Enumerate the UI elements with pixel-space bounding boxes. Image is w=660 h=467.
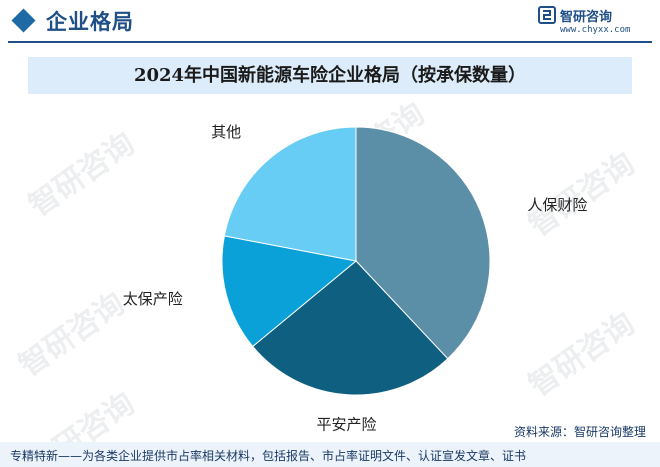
section-title: 企业格局 <box>46 10 134 34</box>
source-note: 资料来源：智研咨询整理 <box>513 425 646 439</box>
footer-tagline: 专精特新——为各类企业提供市占率相关材料，包括报告、市占率证明文件、认证宣发文章… <box>10 449 527 463</box>
slice-label: 其他 <box>211 123 241 141</box>
slice-label: 平安产险 <box>316 416 376 434</box>
brand-logo-icon <box>538 6 556 24</box>
slice-label: 人保财险 <box>527 196 587 214</box>
pie-slice <box>252 260 449 396</box>
chart-title: 2024年中国新能源车险企业格局（按承保数量） <box>133 65 527 86</box>
footer-bar <box>0 442 660 467</box>
pie-slice <box>223 126 357 262</box>
brand-url: www.chyxx.com <box>560 25 631 35</box>
brand-name: 智研咨询 <box>560 10 613 25</box>
header-divider <box>8 41 652 43</box>
pie-slice <box>221 235 358 348</box>
chart-title-banner: 2024年中国新能源车险企业格局（按承保数量） <box>28 57 632 94</box>
slice-label: 太保产险 <box>123 290 183 308</box>
header: 企业格局 智研咨询 www.chyxx.com <box>0 0 660 44</box>
brand: 智研咨询 www.chyxx.com <box>538 6 648 38</box>
pie-slice <box>355 126 491 360</box>
